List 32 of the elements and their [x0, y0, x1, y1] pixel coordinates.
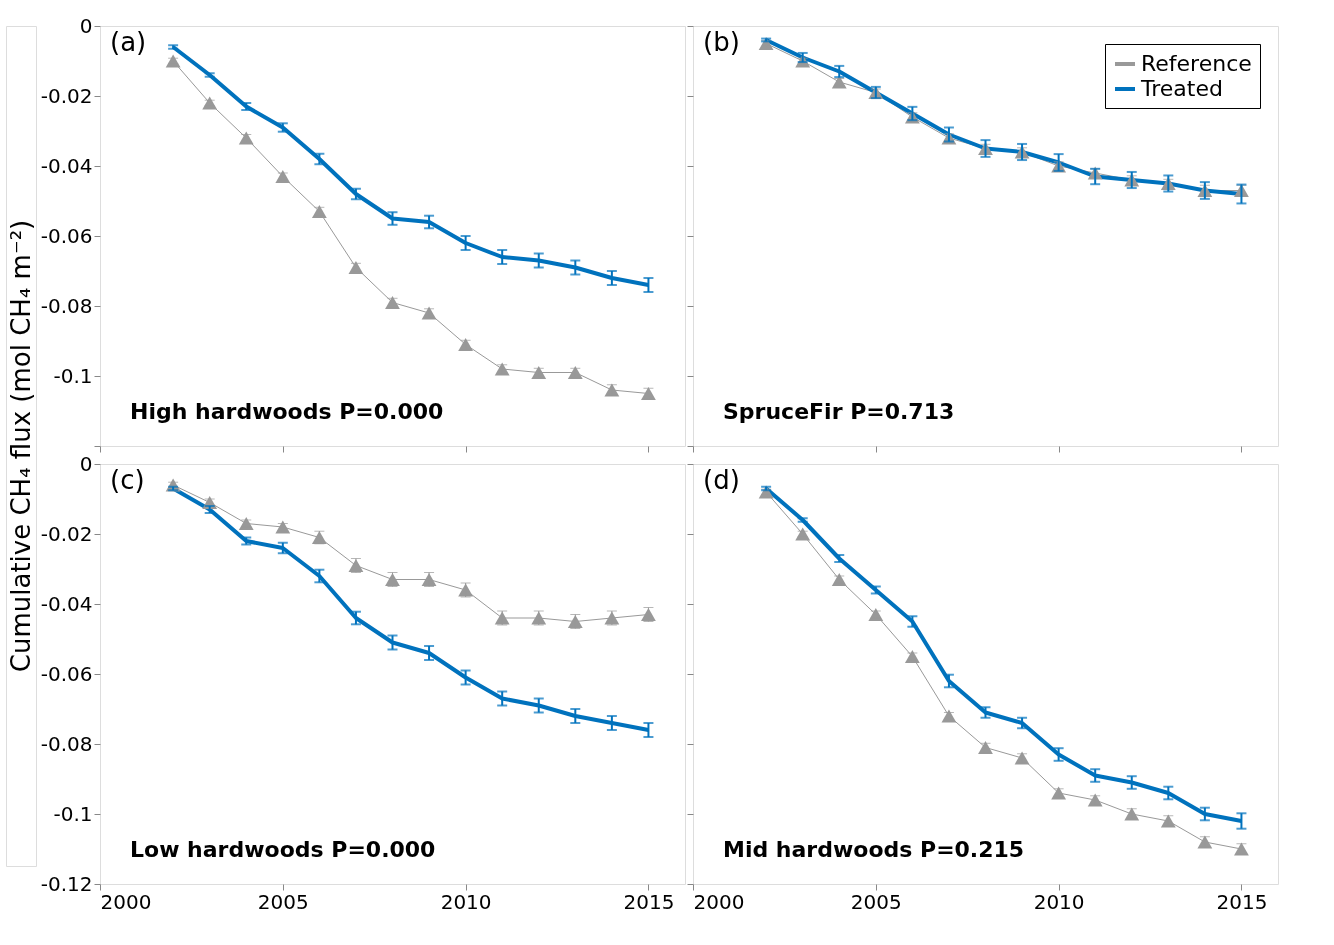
- annotation: (b): [703, 27, 740, 57]
- y-tick-label: -0.1: [53, 363, 93, 388]
- y-tick-label: -0.04: [40, 153, 93, 178]
- y-tick-label: -0.04: [40, 591, 93, 616]
- annotation: High hardwoods P=0.000: [130, 399, 444, 424]
- annotation: (a): [110, 27, 147, 57]
- x-tick-label: 2015: [1216, 889, 1268, 914]
- x-tick-label: 2005: [257, 889, 309, 914]
- legend-label: Treated: [1140, 76, 1223, 101]
- x-tick-label: 2010: [1033, 889, 1085, 914]
- annotation: SpruceFir P=0.713: [723, 399, 955, 424]
- x-tick-label: 2005: [850, 889, 902, 914]
- x-tick-label: 2010: [440, 889, 492, 914]
- y-tick-label: -0.06: [40, 661, 93, 686]
- y-tick-label: -0.02: [40, 83, 93, 108]
- annotation: Low hardwoods P=0.000: [130, 837, 436, 862]
- x-tick-label: 2000: [100, 889, 152, 914]
- y-tick-label: -0.1: [53, 801, 93, 826]
- annotation: Mid hardwoods P=0.215: [723, 837, 1025, 862]
- y-tick-label: -0.06: [40, 223, 93, 248]
- annotation: (d): [703, 465, 740, 495]
- y-tick-label: -0.08: [40, 731, 93, 756]
- legend-label: Reference: [1141, 51, 1252, 76]
- y-tick-label: 0: [79, 451, 93, 476]
- y-tick-label: -0.08: [40, 293, 93, 318]
- x-tick-label: 2015: [623, 889, 675, 914]
- y-tick-label: 0: [79, 13, 93, 38]
- y-tick-label: -0.12: [40, 871, 93, 896]
- annotation: (c): [110, 465, 145, 495]
- y-axis-title: Cumulative CH₄ flux (mol CH₄ m⁻²): [6, 219, 36, 673]
- y-tick-label: -0.02: [40, 521, 93, 546]
- x-tick-label: 2000: [693, 889, 745, 914]
